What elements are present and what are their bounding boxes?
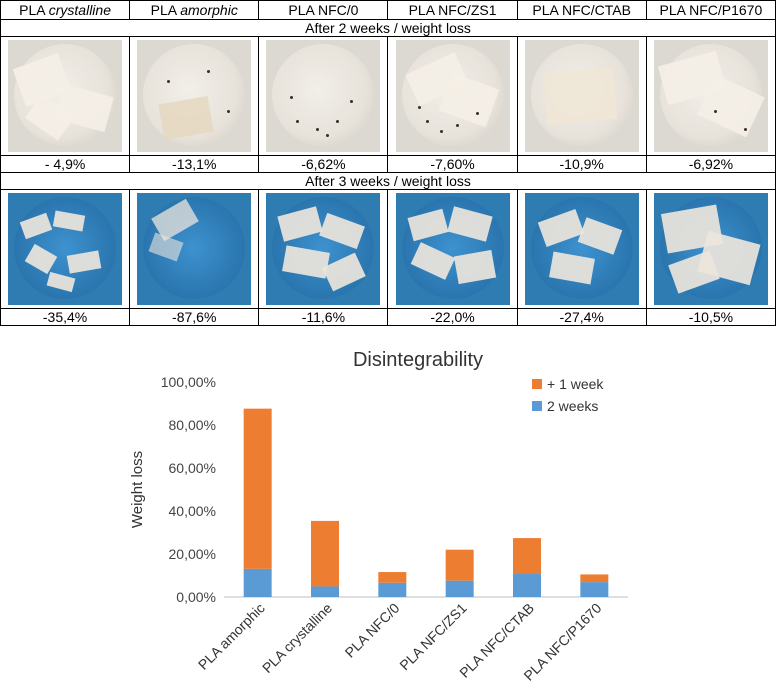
bar-2-weeks: [378, 582, 407, 597]
legend-label: + 1 week: [547, 376, 604, 392]
bar-2-weeks: [243, 568, 272, 597]
bar-2-weeks: [445, 580, 474, 597]
week3-value: -22,0%: [387, 308, 518, 326]
column-header: PLA amorphic: [129, 0, 260, 20]
sample-photo: [266, 39, 381, 152]
y-tick-label: 100,00%: [161, 374, 216, 390]
sample-table: PLA crystalline PLA amorphic PLA NFC/0 P…: [0, 0, 776, 326]
week3-value: -11,6%: [258, 308, 389, 326]
y-axis-label: Weight loss: [129, 451, 146, 528]
x-tick-label: PLA NFC/0: [342, 600, 403, 661]
bar-plus-1-week: [243, 408, 272, 569]
legend-swatch: [532, 379, 542, 389]
sample-photo: [395, 39, 510, 152]
y-tick-label: 80,00%: [169, 417, 216, 433]
week3-value: -27,4%: [516, 308, 647, 326]
sample-photo: [137, 192, 252, 305]
column-header: PLA crystalline: [0, 0, 131, 20]
sample-photo: [266, 192, 381, 305]
bar-plus-1-week: [513, 538, 541, 574]
bar-2-weeks: [513, 573, 541, 597]
week2-value: -6,62%: [258, 155, 389, 173]
sample-photo: [653, 192, 768, 305]
column-header: PLA NFC/ZS1: [387, 0, 518, 20]
week2-value: -10,9%: [516, 155, 647, 173]
bar-plus-1-week: [445, 549, 474, 581]
y-tick-label: 20,00%: [169, 546, 216, 562]
bar-plus-1-week: [311, 520, 339, 587]
x-tick-label: PLA crystalline: [259, 600, 335, 676]
bar-plus-1-week: [580, 574, 609, 583]
chart-title: Disintegrability: [353, 349, 483, 371]
y-tick-label: 60,00%: [169, 460, 216, 476]
bar-2-weeks: [580, 582, 609, 597]
disintegrability-chart: Disintegrability 0,00% 20,00% 40,00% 60,00% 8…: [120, 340, 640, 693]
week3-value: -10,5%: [645, 308, 776, 326]
legend-label: 2 weeks: [547, 398, 598, 414]
sample-photo: [524, 39, 639, 152]
week2-value: -7,60%: [387, 155, 518, 173]
column-header: PLA NFC/CTAB: [516, 0, 647, 20]
column-header: PLA NFC/0: [258, 0, 389, 20]
bar-plus-1-week: [378, 572, 407, 583]
week3-label: After 3 weeks / weight loss: [0, 172, 776, 190]
chart-svg: Disintegrability 0,00% 20,00% 40,00% 60,00% 8…: [129, 349, 628, 684]
week2-value: -6,92%: [645, 155, 776, 173]
week3-photo-row: [0, 189, 776, 309]
week2-value: -13,1%: [129, 155, 260, 173]
y-tick-label: 40,00%: [169, 503, 216, 519]
sample-photo: [395, 192, 510, 305]
week2-label: After 2 weeks / weight loss: [0, 19, 776, 37]
x-tick-label: PLA NFC/ZS1: [396, 600, 470, 674]
week2-values-row: - 4,9% -13,1% -6,62% -7,60% -10,9% -6,92…: [0, 155, 776, 173]
y-tick-label: 0,00%: [176, 589, 216, 605]
legend-swatch: [532, 401, 542, 411]
sample-photo: [8, 192, 123, 305]
week3-values-row: -35,4% -87,6% -11,6% -22,0% -27,4% -10,5…: [0, 308, 776, 326]
sample-photo: [8, 39, 123, 152]
week3-value: -35,4%: [0, 308, 131, 326]
week2-value: - 4,9%: [0, 155, 131, 173]
column-header: PLA NFC/P1670: [645, 0, 776, 20]
column-header-row: PLA crystalline PLA amorphic PLA NFC/0 P…: [0, 0, 776, 20]
sample-photo: [653, 39, 768, 152]
sample-photo: [137, 39, 252, 152]
week3-value: -87,6%: [129, 308, 260, 326]
sample-photo: [524, 192, 639, 305]
bar-2-weeks: [311, 586, 339, 597]
x-tick-label: PLA amorphic: [195, 600, 268, 673]
week2-photo-row: [0, 36, 776, 156]
